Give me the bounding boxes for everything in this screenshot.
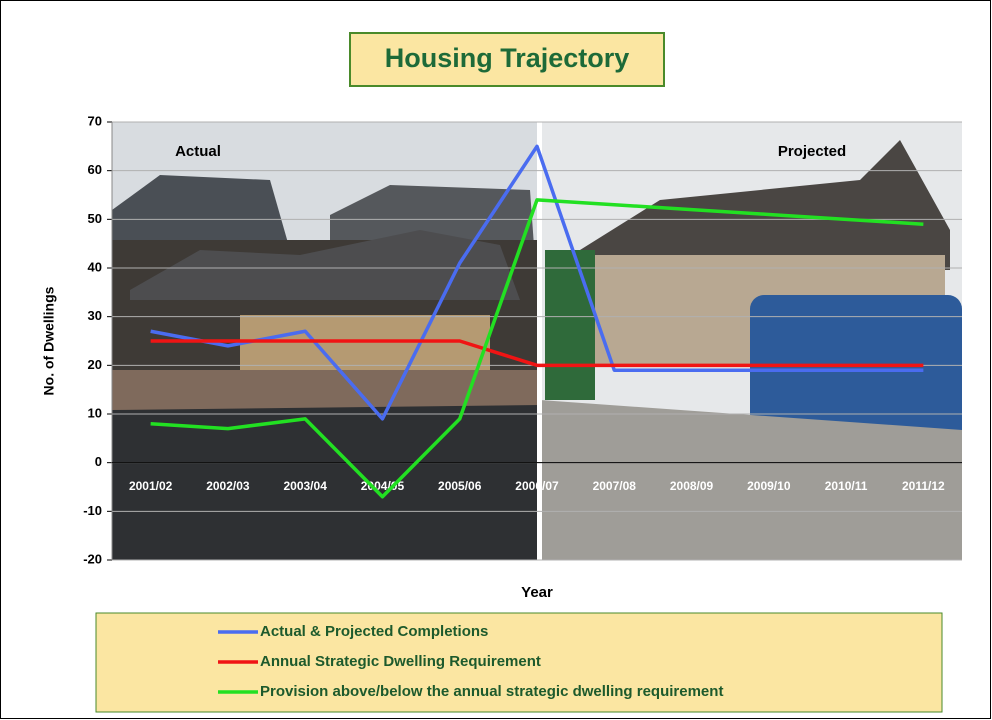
series-line <box>150 198 924 499</box>
x-tick-label: 2006/07 <box>515 479 559 493</box>
title-box <box>349 32 665 87</box>
annotation: Projected <box>778 143 846 160</box>
legend-label: Provision above/below the annual strateg… <box>260 683 723 700</box>
y-tick-label: -10 <box>83 503 102 518</box>
x-tick-label: 2009/10 <box>747 479 791 493</box>
legend-label: Actual & Projected Completions <box>260 623 488 640</box>
y-tick-label: 20 <box>88 357 102 372</box>
y-tick-label: 40 <box>88 259 102 274</box>
y-tick-label: 0 <box>95 454 102 469</box>
x-tick-label: 2001/02 <box>129 479 173 493</box>
y-tick-label: -20 <box>83 551 102 566</box>
x-tick-label: 2011/12 <box>902 479 945 493</box>
chart-title: Housing Trajectory <box>385 43 630 73</box>
legend-label: Annual Strategic Dwelling Requirement <box>260 653 541 670</box>
x-tick-label: 2003/04 <box>283 479 327 493</box>
series-line <box>150 339 924 368</box>
x-tick-label: 2008/09 <box>670 479 714 493</box>
x-tick-label: 2007/08 <box>593 479 637 493</box>
x-axis-label: Year <box>521 584 553 601</box>
x-tick-label: 2005/06 <box>438 479 482 493</box>
y-tick-label: 60 <box>88 162 102 177</box>
y-tick-label: 10 <box>88 405 102 420</box>
x-tick-label: 2002/03 <box>206 479 250 493</box>
y-tick-label: 70 <box>88 113 102 128</box>
y-tick-label: 30 <box>88 308 102 323</box>
x-tick-label: 2010/11 <box>825 479 868 493</box>
y-tick-label: 50 <box>88 211 102 226</box>
y-axis-label: No. of Dwellings <box>41 286 57 395</box>
x-tick-label: 2004/05 <box>361 479 405 493</box>
series-line <box>150 144 924 421</box>
annotation: Actual <box>175 143 221 160</box>
